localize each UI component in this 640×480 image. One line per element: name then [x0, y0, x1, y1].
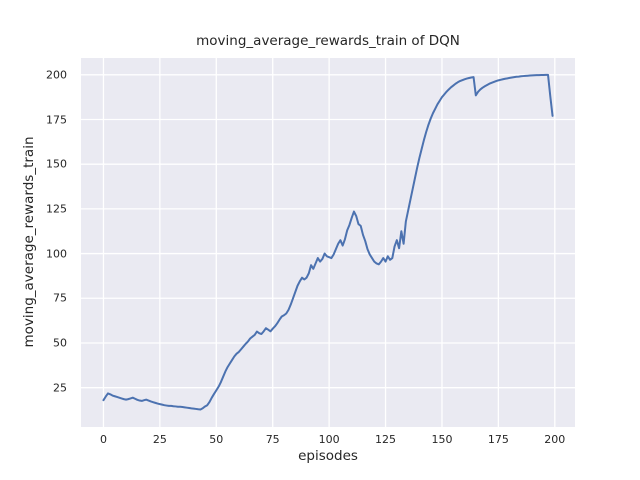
x-tick-label: 50 [209, 433, 224, 446]
x-axis-label: episodes [298, 448, 358, 464]
x-tick-label: 0 [100, 433, 107, 446]
y-tick-label: 125 [46, 202, 67, 216]
y-tick-labels: 25 50 75 100 125 150 175 200 [0, 58, 74, 427]
x-tick-label: 150 [431, 433, 453, 446]
data-line [102, 73, 554, 411]
y-tick-label: 100 [46, 247, 67, 261]
y-tick-label: 25 [53, 381, 67, 395]
x-tick-label: 125 [375, 433, 396, 446]
y-tick-label: 150 [46, 157, 67, 171]
x-tick-label: 75 [265, 433, 280, 446]
plot-area [81, 58, 575, 427]
x-tick-label: 25 [152, 433, 167, 446]
x-tick-label: 175 [487, 433, 509, 446]
x-tick-label: 100 [318, 433, 340, 446]
y-tick-label: 200 [46, 68, 67, 82]
x-tick-label: 200 [544, 433, 566, 446]
chart-title: moving_average_rewards_train of DQN [196, 33, 460, 49]
x-tick-labels: 0 25 50 75 100 125 150 175 200 [81, 433, 575, 449]
line-chart-svg [81, 58, 575, 427]
y-tick-label: 175 [46, 113, 67, 126]
y-tick-label: 75 [53, 291, 67, 305]
y-tick-label: 50 [53, 336, 67, 350]
